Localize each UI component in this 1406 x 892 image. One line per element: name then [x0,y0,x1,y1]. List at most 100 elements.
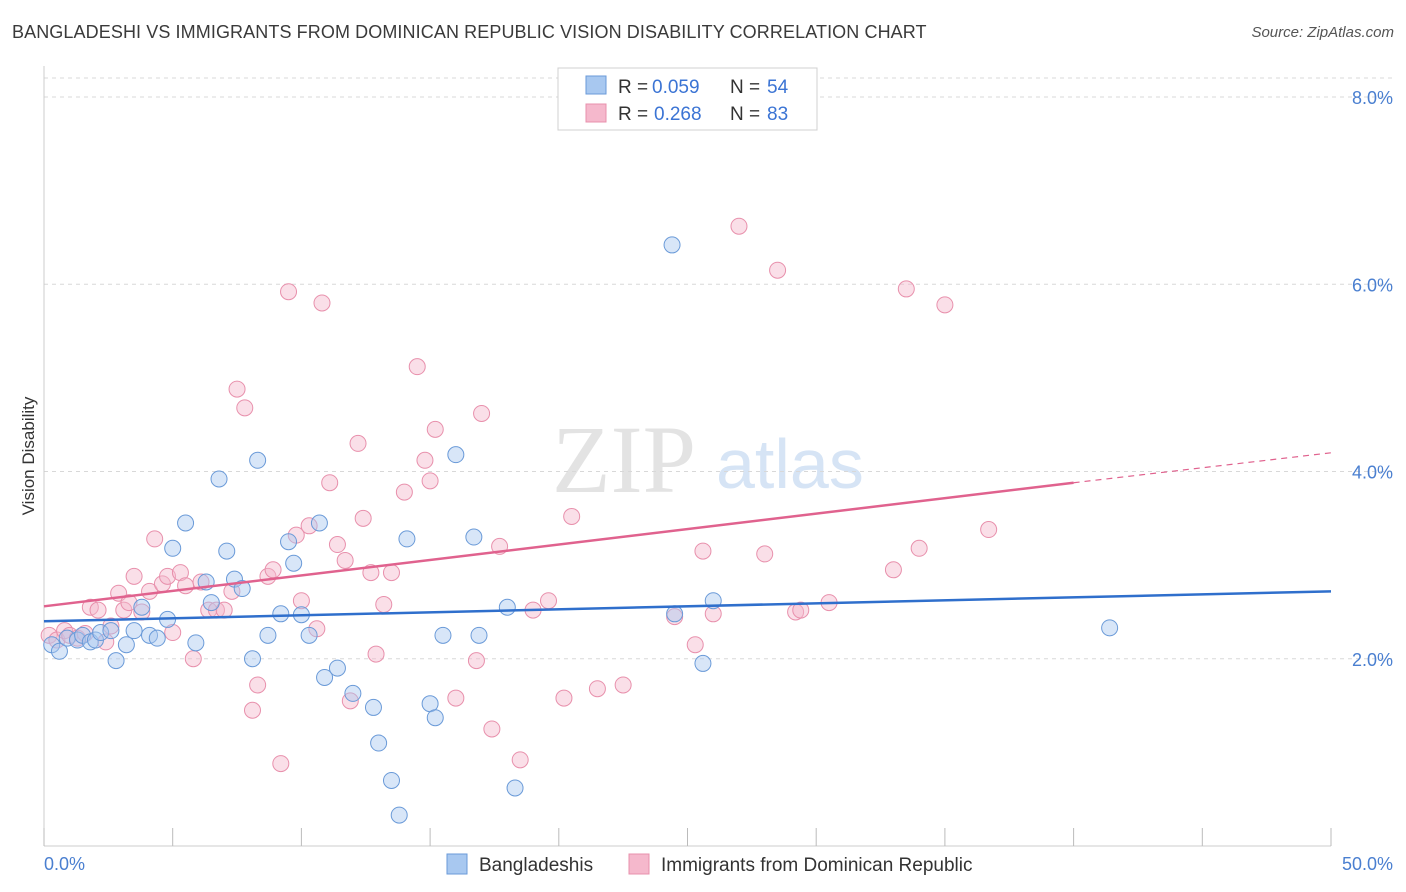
data-point [563,507,581,525]
x-tick-label: 50.0% [1342,854,1393,874]
data-point [470,626,488,644]
data-point [483,720,501,738]
data-point [426,420,444,438]
data-point [285,554,303,572]
data-point [730,217,748,235]
data-point [498,598,516,616]
legend-swatch-blue [585,75,607,95]
data-point [465,528,483,546]
data-point [184,650,202,668]
data-point [344,684,362,702]
y-tick-label: 4.0% [1352,463,1393,483]
data-point [321,474,339,492]
data-point [272,755,290,773]
data-point [588,680,606,698]
legend-r-value: 0.059 [652,77,700,98]
data-point [349,434,367,452]
data-point [328,536,346,554]
data-point [434,626,452,644]
series-bangladeshi-points [43,236,1119,824]
trend-line-extension [1073,452,1332,484]
data-point [375,595,393,613]
legend-swatch-pink [585,103,607,123]
data-point [421,472,439,490]
data-point [792,601,810,619]
legend-r-value: 0.268 [654,104,702,125]
trend-line [43,590,1332,623]
data-point [159,567,177,585]
data-point [473,404,491,422]
data-point [467,652,485,670]
data-point [408,358,426,376]
series-dominican-points [40,217,998,773]
bottom-legend-swatch-blue [446,853,468,875]
data-point [382,771,400,789]
data-point [769,261,787,279]
data-point [264,561,282,579]
data-point [68,631,86,649]
data-point [228,380,246,398]
data-point [243,650,261,668]
bottom-legend: Bangladeshis Immigrants from Dominican R… [446,853,973,876]
data-point [426,709,444,727]
data-point [416,451,434,469]
data-point [146,530,164,548]
data-point [218,542,236,560]
data-point [506,779,524,797]
legend-n-label: N = [730,77,760,98]
data-point [300,626,318,644]
bottom-legend-label: Immigrants from Dominican Republic [661,855,973,876]
x-tick-label: 0.0% [44,854,85,874]
data-point [233,580,251,598]
data-point [292,592,310,610]
bottom-legend-swatch-pink [628,853,650,875]
data-point [148,629,166,647]
data-point [164,624,182,642]
y-tick-label: 2.0% [1352,650,1393,670]
legend-n-value: 83 [767,104,788,125]
data-point [395,483,413,501]
data-point [884,561,902,579]
data-point [107,652,125,670]
data-point [102,617,120,635]
data-point [367,645,385,663]
bottom-legend-label: Bangladeshis [479,855,593,876]
data-point [364,698,382,716]
data-point [249,676,267,694]
data-point [663,236,681,254]
data-point [92,624,110,642]
legend-r-label: R = [618,104,648,125]
data-point [280,283,298,301]
data-point [259,626,277,644]
data-point [354,509,372,527]
data-point [511,751,529,769]
legend-r-label: R = [618,77,648,98]
data-point [1101,619,1119,637]
data-point [210,470,228,488]
data-point [102,622,120,640]
data-point [243,701,261,719]
data-point [756,545,774,563]
data-point [120,594,138,612]
legend-box: R = 0.059 N = 54 R = 0.268 N = 83 [557,67,818,131]
data-point [236,399,254,417]
data-point [336,551,354,569]
data-point [177,514,195,532]
y-axis-label: Vision Disability [19,396,38,515]
y-tick-label: 8.0% [1352,88,1393,108]
watermark-atlas: atlas [716,425,864,503]
data-point [316,668,334,686]
data-point [447,446,465,464]
data-point [117,636,135,654]
data-point [125,567,143,585]
data-point [249,451,267,469]
data-point [133,598,151,616]
legend-n-label: N = [730,104,760,125]
data-point [171,564,189,582]
grid-lines [44,77,1392,660]
source-label: Source: ZipAtlas.com [1251,24,1394,41]
data-point [897,280,915,298]
data-point [328,659,346,677]
data-point [187,634,205,652]
